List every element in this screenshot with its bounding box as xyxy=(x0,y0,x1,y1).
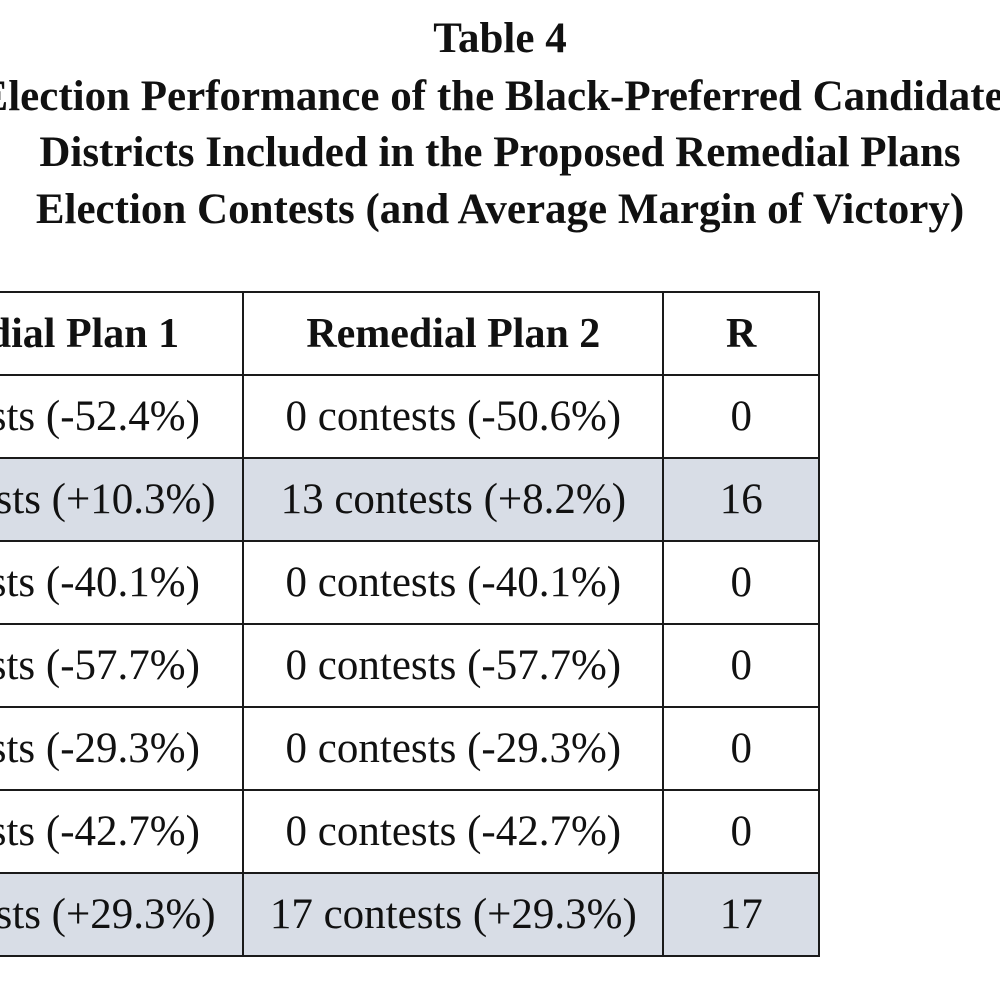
table-cell: 0 contests (-57.7%) xyxy=(242,623,665,708)
table-cell: 13 contests (+8.2%) xyxy=(242,457,665,542)
table-cell: 0 contests (-52.4%) xyxy=(0,374,245,459)
table-title-line-2: Districts Included in the Proposed Remed… xyxy=(39,129,961,176)
table-cell: 17 contests (+29.3%) xyxy=(0,872,245,957)
table-cell: 16 xyxy=(662,457,820,542)
table-header-row: Remedial Plan 1 Remedial Plan 2 R xyxy=(0,291,820,376)
table-cell: 16 contests (+10.3%) xyxy=(0,457,245,542)
table-cell: 0 xyxy=(662,623,820,708)
table-row: 17 contests (+29.3%) 17 contests (+29.3%… xyxy=(0,872,820,957)
table-cell: 17 contests (+29.3%) xyxy=(242,872,665,957)
table-cell: 0 contests (-50.6%) xyxy=(242,374,665,459)
table-row: 0 contests (-52.4%) 0 contests (-50.6%) … xyxy=(0,374,820,459)
table-cell: 0 xyxy=(662,706,820,791)
table-cell: 17 xyxy=(662,872,820,957)
table-cell: 0 contests (-29.3%) xyxy=(0,706,245,791)
table-row: 0 contests (-42.7%) 0 contests (-42.7%) … xyxy=(0,789,820,874)
table-cell: 0 xyxy=(662,540,820,625)
table-row: 0 contests (-40.1%) 0 contests (-40.1%) … xyxy=(0,540,820,625)
header-remedial-plan-2: Remedial Plan 2 xyxy=(242,291,665,376)
table-title-line-1: Election Performance of the Black-Prefer… xyxy=(0,73,1000,120)
header-remedial-plan-3: R xyxy=(662,291,820,376)
table-title-line-3: Election Contests (and Average Margin of… xyxy=(35,186,965,233)
table-cell: 0 contests (-42.7%) xyxy=(242,789,665,874)
table-row: 0 contests (-57.7%) 0 contests (-57.7%) … xyxy=(0,623,820,708)
table-cell: 0 xyxy=(662,789,820,874)
table-cell: 0 contests (-29.3%) xyxy=(242,706,665,791)
table-cell: 0 contests (-42.7%) xyxy=(0,789,245,874)
table-number: Table 4 xyxy=(433,15,567,62)
table-cell: 0 xyxy=(662,374,820,459)
table-row: 0 contests (-29.3%) 0 contests (-29.3%) … xyxy=(0,706,820,791)
table-row: 16 contests (+10.3%) 13 contests (+8.2%)… xyxy=(0,457,820,542)
table-cell: 0 contests (-40.1%) xyxy=(0,540,245,625)
header-remedial-plan-1: Remedial Plan 1 xyxy=(0,291,245,376)
results-table: Remedial Plan 1 Remedial Plan 2 R 0 cont… xyxy=(0,291,820,957)
table-cell: 0 contests (-40.1%) xyxy=(242,540,665,625)
table-cell: 0 contests (-57.7%) xyxy=(0,623,245,708)
